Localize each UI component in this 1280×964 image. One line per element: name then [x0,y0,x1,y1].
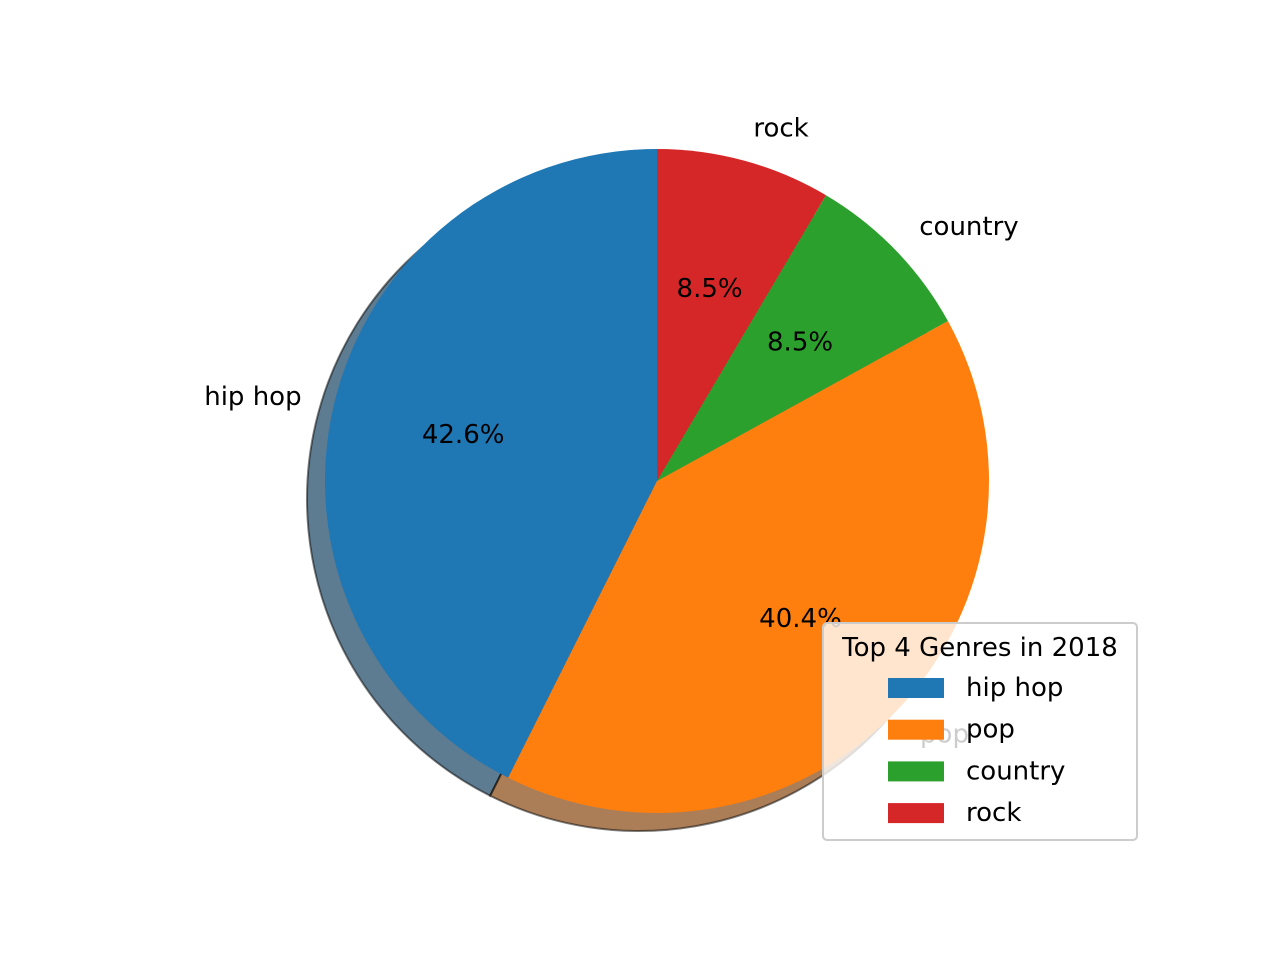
legend-swatch-country [888,761,944,782]
legend-swatch-hip-hop [888,678,944,698]
legend-label-rock: rock [966,798,1021,828]
legend: Top 4 Genres in 2018 hip hop pop country ro… [822,622,1138,841]
legend-swatch-pop [888,719,944,740]
legend-label-pop: pop [966,715,1015,745]
legend-swatch-rock [888,803,944,824]
legend-label-hip-hop: hip hop [966,673,1063,703]
slice-hip-hop [325,149,657,778]
legend-frame [822,622,1138,841]
slice-country [657,195,948,481]
legend-title: Top 4 Genres in 2018 [841,633,1118,663]
slice-rock [657,149,827,481]
legend-label-country: country [966,756,1065,786]
pct-label-country: 8.5% [767,327,833,357]
slice-label-hip-hop: hip hop [204,382,301,412]
pct-label-rock: 8.5% [677,274,743,304]
legend-entries: hip hop pop country rock [888,673,1065,828]
pct-label-hip-hop: 42.6% [422,420,505,450]
slice-label-country: country [919,212,1018,242]
slice-label-rock: rock [753,114,808,144]
